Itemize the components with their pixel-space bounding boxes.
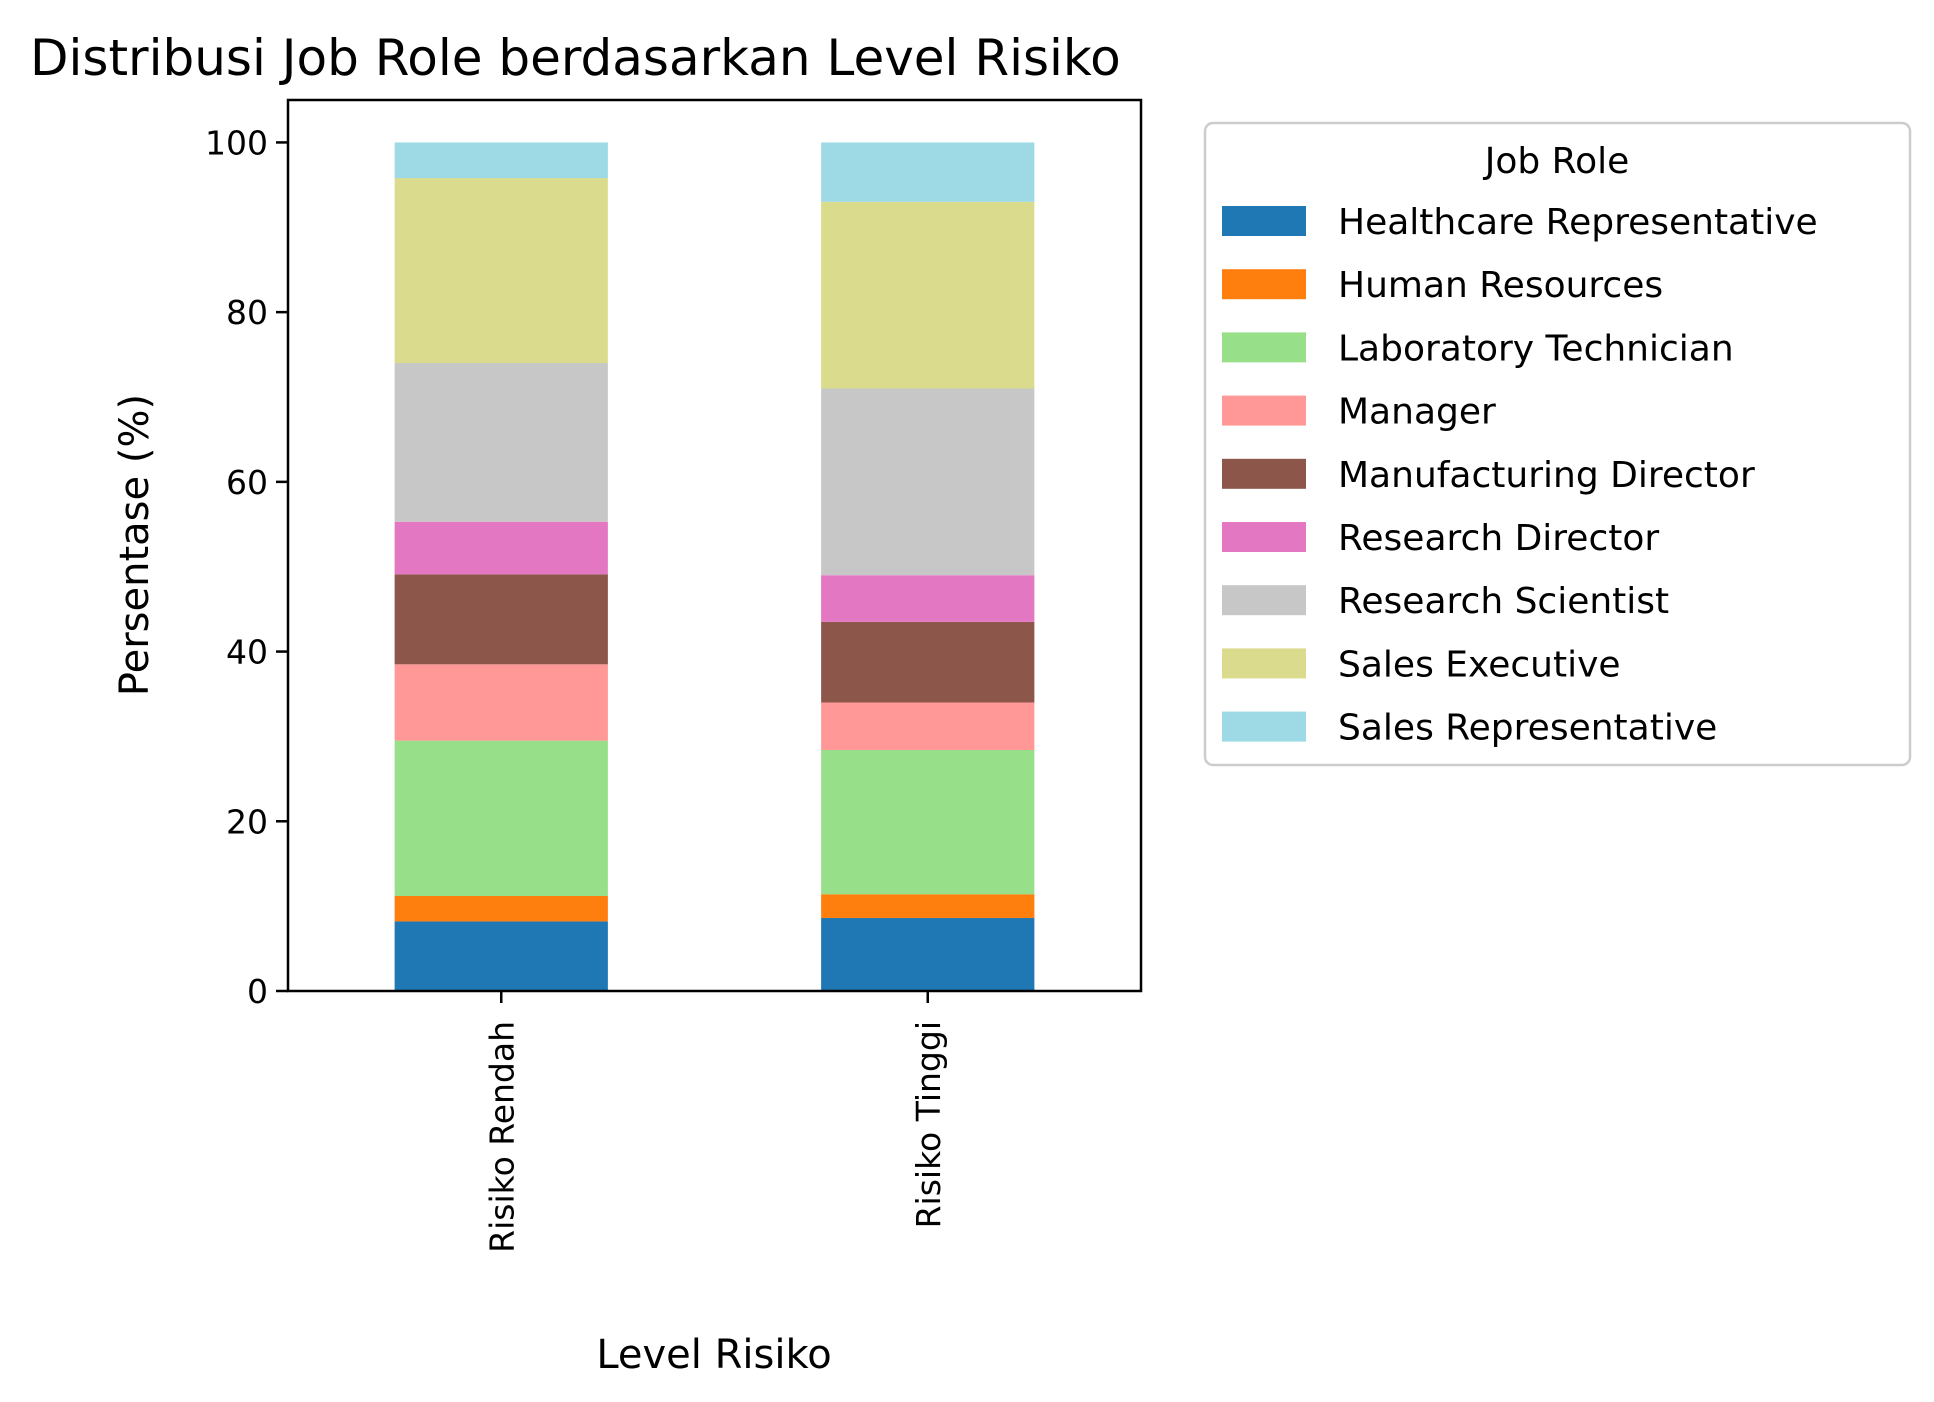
legend-label: Sales Executive (1338, 644, 1621, 685)
bar-segment (394, 895, 608, 922)
legend-swatch (1222, 711, 1306, 742)
legend-title: Job Role (1483, 141, 1630, 182)
legend-swatch (1222, 395, 1306, 426)
x-axis-ticks: Risiko Rendah Risiko Tinggi (482, 991, 948, 1253)
y-axis-label: Persentase (%) (112, 394, 158, 696)
bar-segment (821, 750, 1035, 895)
bar-segment (394, 142, 608, 179)
bar-segment (394, 574, 608, 665)
bar-segment (821, 894, 1035, 919)
legend-label: Sales Representative (1338, 708, 1717, 749)
legend-frame (1203, 121, 1912, 767)
plot-frame (286, 98, 1143, 993)
legend-label: Manager (1338, 392, 1496, 433)
legend-label: Manufacturing Director (1338, 455, 1755, 496)
y-tick-label: 40 (226, 633, 268, 672)
x-tick-label: Risiko Tinggi (909, 1021, 948, 1228)
legend: Job Role Healthcare Representative Human … (1203, 121, 1912, 767)
bar-segment (821, 702, 1035, 751)
bar-segment (821, 918, 1035, 991)
y-tick-label: 60 (226, 463, 268, 502)
x-axis-label: Level Risiko (596, 1332, 831, 1378)
bar-segment (394, 740, 608, 896)
legend-swatch (1222, 269, 1306, 300)
legend-swatch (1222, 585, 1306, 616)
legend-items: Healthcare Representative Human Resources… (1222, 202, 1818, 749)
legend-label: Laboratory Technician (1338, 328, 1734, 369)
legend-label: Human Resources (1338, 265, 1663, 306)
chart-title: Distribusi Job Role berdasarkan Level Ri… (30, 29, 1121, 87)
bar-segment (394, 363, 608, 522)
x-tick-label: Risiko Rendah (482, 1021, 521, 1253)
y-axis-ticks: 0 20 40 60 80 100 (205, 123, 288, 1011)
bar-segment (821, 388, 1035, 576)
bar-segment (821, 575, 1035, 622)
y-tick-label: 0 (247, 972, 268, 1011)
legend-label: Research Scientist (1338, 581, 1669, 622)
bar-segment (821, 201, 1035, 389)
legend-swatch (1222, 458, 1306, 489)
y-tick-label: 100 (205, 123, 268, 162)
bar-segment (821, 142, 1035, 202)
bar-segment (394, 921, 608, 991)
bars-group (394, 142, 1035, 991)
bar-segment (394, 664, 608, 741)
y-tick-label: 80 (226, 293, 268, 332)
bar-segment (821, 621, 1035, 703)
legend-swatch (1222, 206, 1306, 236)
legend-label: Healthcare Representative (1338, 202, 1818, 243)
bar-segment (394, 521, 608, 575)
legend-swatch (1222, 332, 1306, 363)
bar-segment (394, 178, 608, 364)
y-tick-label: 20 (226, 802, 268, 841)
legend-swatch (1222, 522, 1306, 552)
legend-swatch (1222, 648, 1306, 679)
legend-label: Research Director (1338, 518, 1659, 559)
